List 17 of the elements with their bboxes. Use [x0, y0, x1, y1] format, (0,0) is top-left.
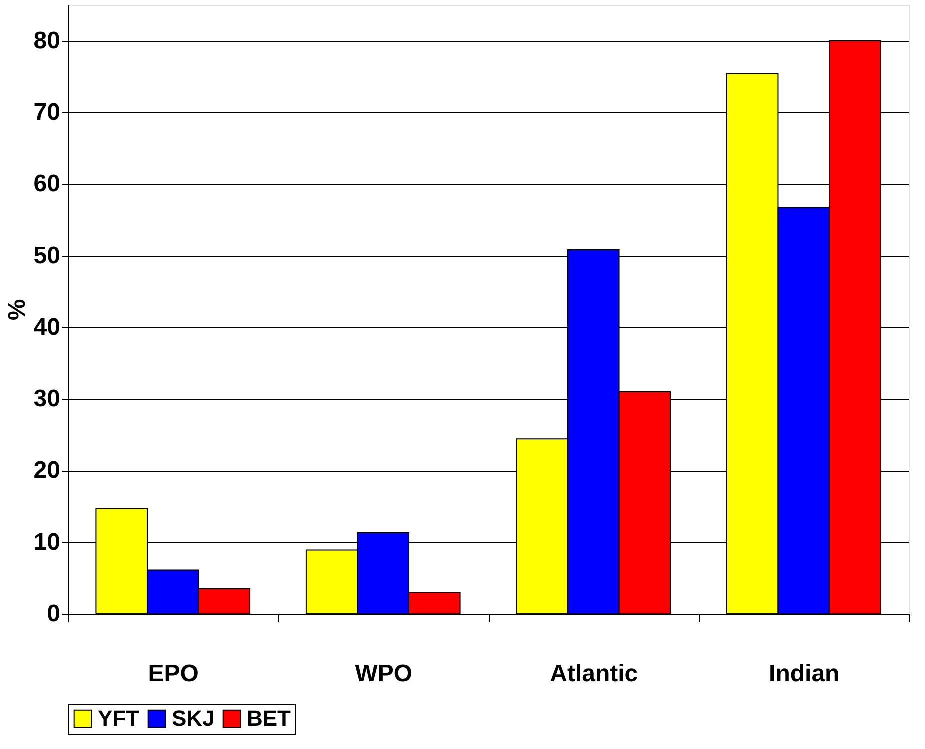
- y-tick-label: 50: [34, 242, 60, 270]
- y-tick-label: 0: [47, 600, 60, 628]
- y-tick-label: 30: [34, 386, 60, 413]
- legend-label: BET: [247, 706, 292, 731]
- legend-label: YFT: [98, 706, 140, 731]
- x-tick-label: EPO: [148, 660, 199, 688]
- y-tick-label: 80: [34, 27, 60, 54]
- x-tick-label: Indian: [769, 660, 840, 688]
- y-tick-label: 70: [34, 98, 60, 126]
- x-tick-label: Atlantic: [550, 660, 638, 688]
- y-tick-label: 40: [34, 314, 60, 341]
- y-tick-label: 10: [34, 528, 60, 556]
- y-tick-label: 60: [34, 170, 60, 198]
- legend-label: SKJ: [172, 706, 215, 731]
- y-axis-title: %: [4, 299, 31, 321]
- y-tick-label: 20: [34, 457, 60, 484]
- x-tick-label: WPO: [355, 660, 413, 688]
